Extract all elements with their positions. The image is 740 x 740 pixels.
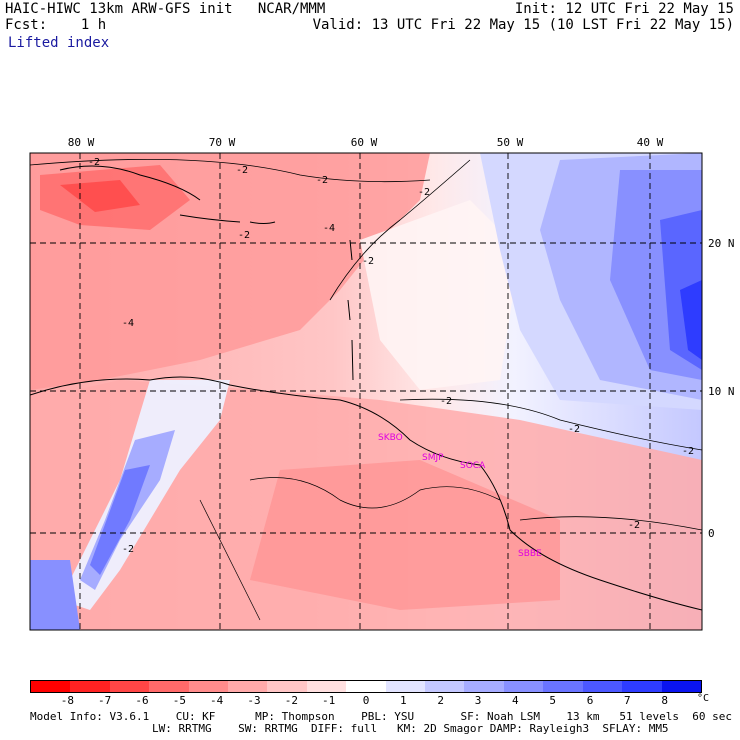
station-label: SMJP — [422, 453, 444, 463]
colorbar-tick-label: 2 — [437, 694, 444, 707]
colorbar-segment — [543, 681, 583, 692]
lat-label-20n: 20 N — [708, 237, 735, 250]
contour-label: -2 — [440, 396, 452, 407]
colorbar-tick-label: 8 — [661, 694, 668, 707]
colorbar-segment — [267, 681, 307, 692]
colorbar-ticks: -8 -7 -6 -5 -4 -3 -2 -1 0 1 2 3 4 5 6 7 8 — [30, 694, 702, 708]
lat-label-10n: 10 N — [708, 385, 735, 398]
colorbar-segment — [425, 681, 465, 692]
contour-label: -2 — [568, 424, 580, 435]
colorbar-segment — [70, 681, 110, 692]
colorbar-segment — [31, 681, 71, 692]
shaded-field — [30, 153, 702, 630]
contour-label: -2 — [88, 157, 100, 168]
colorbar-tick-label: -8 — [60, 694, 74, 707]
colorbar-tick-label: -1 — [322, 694, 336, 707]
colorbar-tick-label: -7 — [98, 694, 112, 707]
colorbar-segment — [109, 681, 150, 692]
colorbar-segment — [661, 681, 701, 692]
colorbar-tick-label: 4 — [512, 694, 519, 707]
valid-time: Valid: 13 UTC Fri 22 May 15 (10 LST Fri … — [312, 17, 734, 33]
colorbar-tick-label: -6 — [135, 694, 149, 707]
contour-label: -2 — [628, 520, 640, 531]
colorbar-tick-label: -4 — [210, 694, 224, 707]
lifted-index-map: 80 W 70 W 60 W 50 W 40 W 20 N 10 N 0 -2 … — [29, 136, 735, 631]
colorbar-segment — [582, 681, 623, 692]
model-info-line2: LW: RRTMG SW: RRTMG DIFF: full KM: 2D Sm… — [152, 722, 669, 735]
contour-label: -4 — [323, 223, 335, 234]
colorbar-tick-label: 7 — [624, 694, 631, 707]
model-title: HAIC-HIWC 13km ARW-GFS init NCAR/MMM — [5, 1, 326, 17]
colorbar-tick-label: 3 — [474, 694, 482, 707]
forecast-hour: Fcst: 1 h — [5, 17, 107, 33]
lat-label-0: 0 — [708, 527, 715, 540]
colorbar-segment — [622, 681, 662, 692]
contour-label: -2 — [122, 544, 134, 555]
colorbar-tick-label: 0 — [362, 694, 370, 707]
colorbar-unit: °C — [697, 693, 710, 704]
colorbar-segment — [385, 681, 426, 692]
colorbar — [30, 680, 702, 693]
colorbar-segment — [228, 681, 268, 692]
field-label: Lifted index — [8, 35, 110, 51]
lon-label-50w: 50 W — [497, 136, 524, 149]
colorbar-tick-label: -5 — [172, 694, 186, 707]
contour-label: -2 — [316, 175, 328, 186]
colorbar-segment — [464, 681, 504, 692]
lat-lon-grid — [30, 153, 702, 630]
contour-label: -4 — [122, 318, 134, 329]
colorbar-tick-label: -3 — [247, 694, 261, 707]
lon-label-40w: 40 W — [637, 136, 664, 149]
colorbar-tick-label: 1 — [400, 694, 407, 707]
init-time: Init: 12 UTC Fri 22 May 15 — [514, 1, 734, 17]
contour-label: -2 — [238, 230, 250, 241]
lon-label-60w: 60 W — [351, 136, 378, 149]
station-label: SKBO — [378, 433, 403, 443]
station-label: SOCA — [460, 461, 486, 471]
model-info-line1: Model Info: V3.6.1 CU: KF MP: Thompson P… — [30, 710, 732, 723]
lon-label-70w: 70 W — [209, 136, 236, 149]
colorbar-segment — [188, 681, 229, 692]
colorbar-tick-label: -2 — [284, 694, 298, 707]
colorbar-segment — [306, 681, 347, 692]
station-label: SBBE — [518, 549, 542, 559]
colorbar-segment — [503, 681, 544, 692]
contour-label: -2 — [362, 256, 374, 267]
contour-label: -2 — [236, 165, 248, 176]
colorbar-tick-label: 5 — [549, 694, 556, 707]
lon-label-80w: 80 W — [68, 136, 95, 149]
colorbar-segment — [149, 681, 189, 692]
contour-label: -2 — [682, 446, 694, 457]
contour-label: -2 — [418, 187, 430, 198]
colorbar-segment — [346, 681, 386, 692]
colorbar-tick-label: 6 — [586, 694, 594, 707]
